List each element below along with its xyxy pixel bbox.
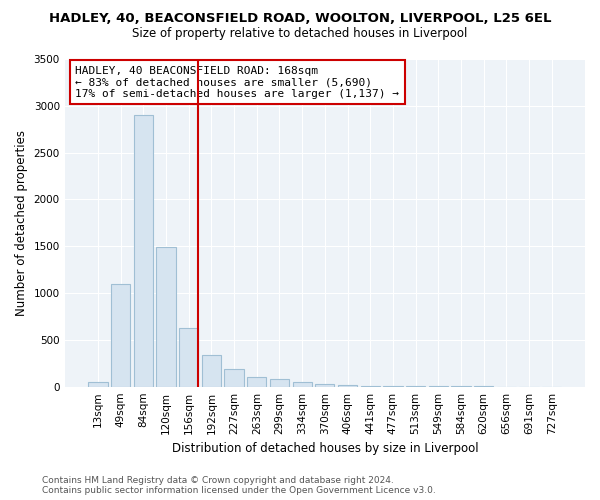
Bar: [315, 384, 334, 386]
Text: Contains HM Land Registry data © Crown copyright and database right 2024.
Contai: Contains HM Land Registry data © Crown c…: [42, 476, 436, 495]
Text: HADLEY, 40, BEACONSFIELD ROAD, WOOLTON, LIVERPOOL, L25 6EL: HADLEY, 40, BEACONSFIELD ROAD, WOOLTON, …: [49, 12, 551, 26]
Text: Size of property relative to detached houses in Liverpool: Size of property relative to detached ho…: [133, 28, 467, 40]
Bar: [134, 115, 153, 386]
Bar: [179, 328, 199, 386]
Bar: [202, 355, 221, 386]
Bar: [157, 247, 176, 386]
Bar: [247, 377, 266, 386]
Bar: [224, 369, 244, 386]
Y-axis label: Number of detached properties: Number of detached properties: [15, 130, 28, 316]
Text: HADLEY, 40 BEACONSFIELD ROAD: 168sqm
← 83% of detached houses are smaller (5,690: HADLEY, 40 BEACONSFIELD ROAD: 168sqm ← 8…: [75, 66, 399, 99]
Bar: [111, 284, 130, 387]
Bar: [338, 385, 357, 386]
Bar: [88, 382, 107, 386]
X-axis label: Distribution of detached houses by size in Liverpool: Distribution of detached houses by size …: [172, 442, 478, 455]
Bar: [270, 378, 289, 386]
Bar: [293, 382, 312, 386]
